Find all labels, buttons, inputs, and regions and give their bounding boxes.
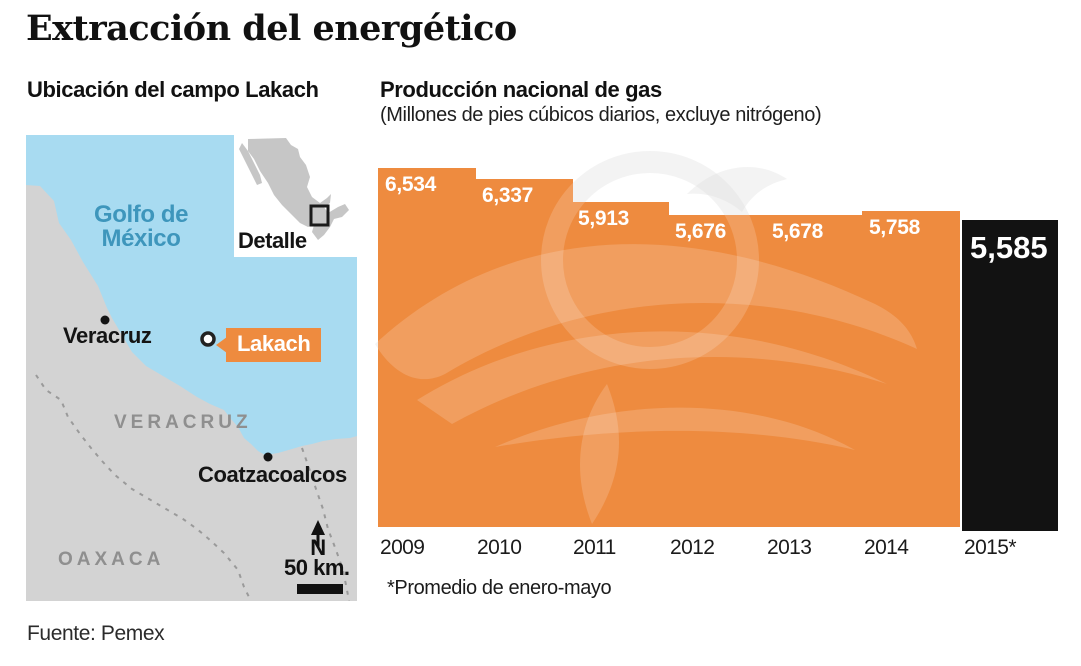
chart-footnote: *Promedio de enero-mayo bbox=[387, 577, 612, 599]
lakach-field-tag: Lakach bbox=[215, 328, 322, 362]
bar-value-2009: 6,534 bbox=[385, 173, 437, 196]
bar-value-2010: 6,337 bbox=[482, 184, 534, 207]
bar-2013 bbox=[765, 215, 863, 527]
veracruz-state-label: VERACRUZ bbox=[114, 412, 252, 433]
x-tick-2012: 2012 bbox=[670, 536, 715, 559]
bar-2014 bbox=[862, 211, 960, 527]
bar-2009 bbox=[378, 168, 476, 527]
bar-value-2011: 5,913 bbox=[578, 207, 630, 230]
detail-area-box bbox=[309, 204, 330, 227]
mexico-inset-map bbox=[239, 138, 349, 240]
north-label: N bbox=[310, 535, 326, 560]
x-tick-2010: 2010 bbox=[477, 536, 522, 559]
map-geography bbox=[26, 185, 357, 601]
state-border-dashed-2 bbox=[301, 447, 350, 601]
bar-2010 bbox=[475, 179, 573, 527]
veracruz-city-label: Veracruz bbox=[63, 323, 152, 348]
page-title: Extracción del energético bbox=[26, 8, 517, 49]
land-veracruz-coast bbox=[26, 185, 357, 601]
detail-inset: Detalle bbox=[234, 135, 357, 257]
mexico-mainland bbox=[248, 138, 349, 240]
x-tick-2009: 2009 bbox=[380, 536, 425, 559]
lakach-field-marker bbox=[200, 331, 216, 347]
x-tick-2014: 2014 bbox=[864, 536, 909, 559]
map-title: Ubicación del campo Lakach bbox=[27, 77, 319, 102]
state-border-dashed bbox=[35, 374, 252, 601]
gulf-of-mexico-label: Golfo de México bbox=[93, 201, 189, 252]
bar-2015* bbox=[962, 220, 1058, 531]
veracruz-city-dot bbox=[100, 315, 110, 325]
scale-label: 50 km. bbox=[284, 555, 350, 580]
coatzacoalcos-city-dot bbox=[263, 452, 273, 462]
detail-inset-label: Detalle bbox=[238, 228, 307, 253]
x-tick-2011: 2011 bbox=[573, 536, 616, 559]
chart-title: Producción nacional de gas bbox=[380, 77, 662, 102]
x-tick-2015*: 2015* bbox=[964, 536, 1016, 559]
bar-2011 bbox=[571, 202, 669, 527]
baja-california bbox=[239, 143, 262, 185]
source-credit: Fuente: Pemex bbox=[27, 622, 165, 645]
location-map: Golfo de México Veracruz Coatzacoalcos V… bbox=[26, 135, 357, 601]
bar-2012 bbox=[668, 215, 766, 527]
chart-subtitle: (Millones de pies cúbicos diarios, exclu… bbox=[380, 104, 822, 126]
coatzacoalcos-city-label: Coatzacoalcos bbox=[198, 462, 347, 487]
bar-value-2014: 5,758 bbox=[869, 216, 921, 239]
bar-value-2013: 5,678 bbox=[772, 220, 824, 243]
x-tick-2013: 2013 bbox=[767, 536, 812, 559]
bar-value-2012: 5,676 bbox=[675, 220, 727, 243]
oaxaca-state-label: OAXACA bbox=[58, 549, 165, 570]
scale-bar bbox=[297, 584, 343, 594]
north-arrow-head bbox=[311, 520, 325, 535]
bar-value-2015*: 5,585 bbox=[970, 230, 1048, 265]
